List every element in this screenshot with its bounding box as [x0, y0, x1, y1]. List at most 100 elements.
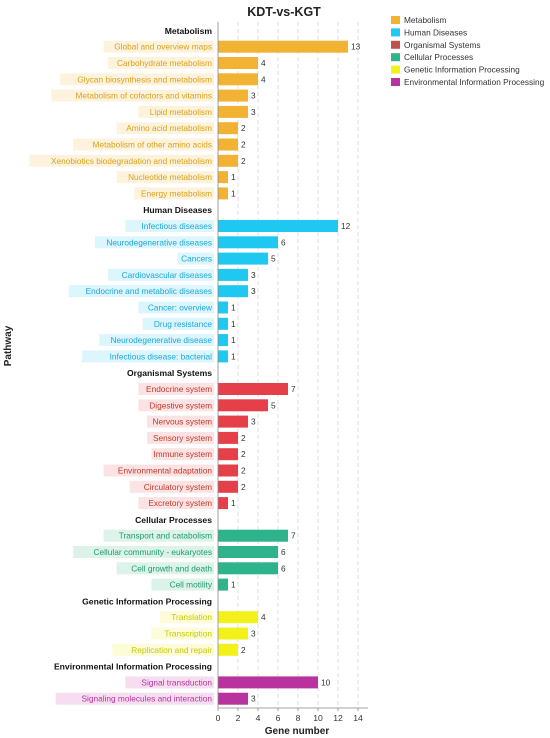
legend-swatch	[391, 28, 400, 37]
bar-value-label: 3	[251, 270, 256, 280]
x-tick-label: 2	[236, 713, 241, 723]
category-label-highlight	[116, 171, 214, 184]
category-label: Endocrine system	[146, 384, 212, 394]
bar	[218, 138, 238, 151]
x-tick-label: 12	[333, 713, 343, 723]
category-label: Glycan biosynthesis and metabolism	[77, 74, 212, 84]
category-label: Metabolism of cofactors and vitamins	[76, 91, 213, 101]
bar-value-label: 6	[281, 563, 286, 573]
category-label-highlight	[177, 252, 214, 265]
bar	[218, 40, 348, 53]
bar	[218, 57, 258, 69]
bar-value-label: 3	[251, 417, 256, 427]
category-label-highlight	[103, 40, 214, 53]
bar	[218, 105, 248, 118]
bar-value-label: 1	[231, 498, 236, 508]
category-label-highlight	[147, 431, 214, 444]
bar	[218, 73, 258, 86]
category-label: Digestive system	[149, 400, 212, 410]
bar	[218, 236, 278, 249]
bar	[218, 448, 238, 461]
bar-value-label: 6	[281, 547, 286, 557]
bar-value-label: 2	[241, 123, 246, 133]
category-label: Circulatory system	[144, 482, 212, 492]
bar-value-label: 1	[231, 319, 236, 329]
group-header: Human Diseases	[143, 205, 212, 215]
bar	[218, 89, 248, 102]
category-label: Environmental adaptation	[118, 466, 212, 476]
category-label-highlight	[55, 692, 214, 705]
bar-value-label: 4	[261, 74, 266, 84]
bar-value-label: 1	[231, 335, 236, 345]
group-header: Organismal Systems	[127, 368, 212, 378]
category-label: Amino acid metabolism	[126, 123, 212, 133]
legend-swatch	[391, 53, 400, 62]
legend-label: Human Diseases	[404, 27, 467, 37]
bar	[218, 317, 228, 330]
category-label: Cellular community - eukaryotes	[93, 547, 212, 557]
bar	[218, 252, 268, 265]
category-label: Global and overview maps	[114, 42, 212, 52]
category-label-highlight	[151, 448, 214, 461]
category-label-highlight	[129, 480, 214, 493]
category-label: Nervous system	[153, 417, 213, 427]
bar-value-label: 6	[281, 237, 286, 247]
legend-label: Organismal Systems	[404, 40, 481, 50]
bar-value-label: 1	[231, 351, 236, 361]
category-label-highlight	[107, 57, 214, 69]
bar-value-label: 3	[251, 694, 256, 704]
category-label: Replication and repair	[131, 645, 212, 655]
category-label-highlight	[112, 643, 214, 656]
category-label-highlight	[160, 611, 214, 624]
bar-value-label: 4	[261, 58, 266, 68]
bar-value-label: 5	[271, 400, 276, 410]
category-label-highlight	[29, 154, 215, 167]
category-label: Carbohydrate metabolism	[117, 58, 212, 68]
category-label: Lipid metabolism	[150, 107, 212, 117]
category-label-highlight	[116, 122, 214, 135]
x-axis: 0 2 4 6 8 10 12 14	[216, 22, 368, 723]
category-label-highlight	[73, 138, 215, 151]
bar-value-label: 10	[321, 677, 331, 687]
bar	[218, 529, 288, 542]
bar	[218, 171, 228, 184]
bar	[218, 692, 248, 705]
category-label: Signaling molecules and interaction	[81, 694, 212, 704]
bar	[218, 578, 228, 591]
category-label: Neurodegenerative disease	[111, 335, 213, 345]
legend-label: Metabolism	[404, 15, 447, 25]
bar	[218, 627, 248, 640]
category-label: Infectious disease: bacterial	[110, 351, 213, 361]
bar-value-label: 1	[231, 580, 236, 590]
bar	[218, 350, 228, 363]
bar-value-label: 2	[241, 645, 246, 655]
grid-lines	[237, 22, 359, 708]
bar-value-label: 2	[241, 156, 246, 166]
category-label: Metabolism of other amino acids	[93, 140, 212, 150]
category-label: Transcription	[164, 629, 212, 639]
category-label-highlight	[103, 529, 214, 542]
bar	[218, 415, 248, 428]
category-label-highlight	[138, 383, 214, 395]
bar-value-label: 1	[231, 188, 236, 198]
x-tick-label: 8	[296, 713, 301, 723]
category-label: Excretory system	[148, 498, 212, 508]
category-label: Transport and catabolism	[119, 531, 212, 541]
category-label-highlight	[134, 187, 214, 200]
group-header: Metabolism	[165, 26, 213, 36]
legend-label: Cellular Processes	[404, 52, 473, 62]
bar-value-label: 3	[251, 286, 256, 296]
bar-value-label: 2	[241, 449, 246, 459]
category-label-highlight	[107, 268, 214, 281]
group-header: Cellular Processes	[135, 515, 212, 525]
category-labels: Metabolism Global and overview maps Carboh…	[29, 26, 215, 705]
bar	[218, 431, 238, 444]
bar	[218, 480, 238, 493]
bar-value-label: 2	[241, 466, 246, 476]
bar	[218, 643, 238, 656]
bar	[218, 383, 288, 395]
bar	[218, 546, 278, 558]
bar-value-label: 2	[241, 482, 246, 492]
category-label-highlight	[73, 546, 215, 558]
category-label: Cancer: overview	[148, 303, 213, 313]
